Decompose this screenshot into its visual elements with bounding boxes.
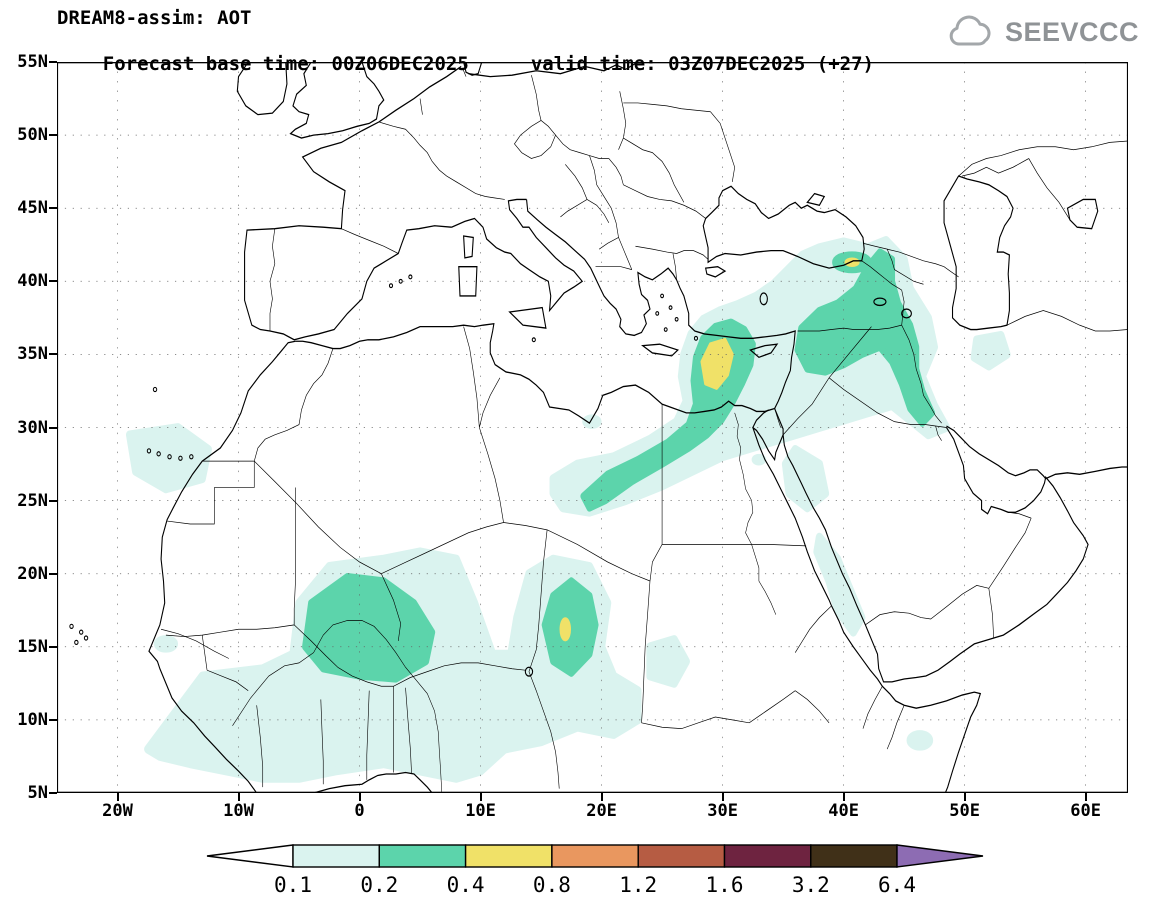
legend-value: 0.4 [446,873,485,897]
legend-value: 6.4 [878,873,916,897]
lat-tick-mark [49,134,57,137]
legend-value: 1.6 [705,873,744,897]
graticule [57,62,1128,793]
lat-tick-label: 5N [27,783,48,803]
lon-tick-label: 10E [465,801,496,821]
legend-value: 0.8 [532,873,571,897]
map-canvas [57,62,1128,793]
lon-tick-mark [842,793,845,801]
page-title: DREAM8-assim: AOT [57,7,252,29]
lon-tick-mark [237,793,240,801]
logo-text: SEEVCCC [1004,16,1139,47]
legend-value: 3.2 [791,873,830,897]
lon-tick-label: 0 [354,801,365,821]
lat-tick-label: 50N [17,125,48,146]
lat-tick-mark [49,499,57,502]
lon-tick-label: 20W [102,801,133,821]
time-subtitle: Forecast base time: 00Z06DEC2025 valid ti… [57,31,874,97]
forecast-base-time: Forecast base time: 00Z06DEC2025 [102,53,469,75]
lat-tick-mark [49,61,57,63]
lon-tick-label: 60E [1070,801,1101,821]
lat-tick-mark [49,353,57,356]
lon-tick-label: 50E [949,801,980,821]
lon-tick-mark [116,793,119,801]
lon-tick-mark [358,793,361,801]
lon-tick-mark [1084,793,1087,801]
colorbar-legend: 0.1 0.2 0.4 0.8 1.2 1.6 3.2 6.4 [203,842,993,904]
lat-tick-mark [49,718,57,721]
legend-value: 1.2 [619,873,658,897]
lon-tick-label: 40E [828,801,859,821]
rivers [161,412,777,793]
lat-tick-label: 35N [17,344,48,365]
coastlines [69,62,1128,793]
colorbar [206,844,984,868]
lat-tick-mark [49,280,57,283]
cloud-icon [949,15,991,46]
lat-tick-label: 30N [17,417,48,438]
legend-value: 0.1 [274,873,312,897]
lon-tick-label: 10W [223,801,254,821]
lon-tick-label: 20E [586,801,617,821]
lat-tick-label: 40N [17,271,48,292]
lat-tick-mark [49,645,57,648]
aot-contours [125,235,1011,783]
lat-tick-mark [49,426,57,429]
legend-value: 0.2 [360,873,399,897]
lat-tick-label: 55N [17,52,48,72]
lon-tick-mark [963,793,966,801]
lat-tick-mark [49,572,57,575]
lat-tick-mark [49,792,57,794]
lon-tick-mark [721,793,724,801]
lat-tick-label: 20N [17,563,48,584]
country-borders [165,67,1128,789]
lat-tick-label: 25N [17,490,48,511]
seevccc-logo: SEEVCCC [944,14,1139,50]
lon-tick-mark [479,793,482,801]
lat-tick-label: 45N [17,198,48,219]
lon-tick-label: 30E [707,801,738,821]
lat-tick-label: 15N [17,636,48,657]
valid-time: valid time: 03Z07DEC2025 (+27) [530,53,874,75]
lat-tick-label: 10N [17,709,48,730]
lon-tick-mark [600,793,603,801]
lat-tick-mark [49,207,57,210]
